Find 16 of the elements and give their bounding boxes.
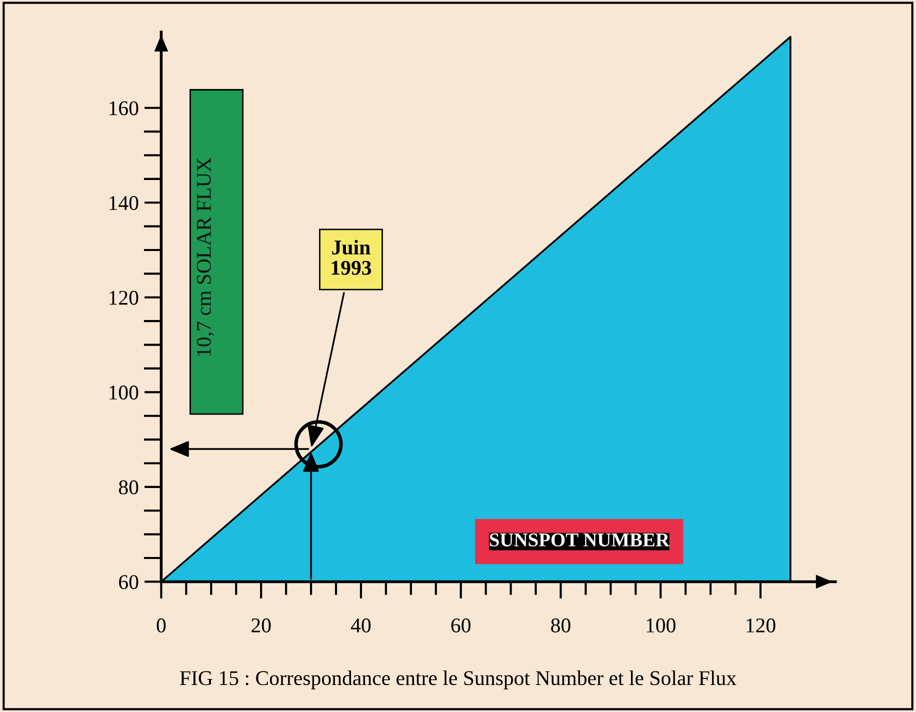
y-tick-label: 100 — [110, 386, 138, 400]
x-tick-label: 40 — [350, 618, 371, 632]
x-tick-label: 60 — [451, 618, 470, 632]
x-tick-label: 120 — [746, 618, 776, 632]
x-tick-label: 20 — [252, 618, 271, 632]
y-tick-label: 60 — [119, 575, 138, 590]
y-tick-label: 80 — [118, 480, 138, 494]
caption: FIG 15 : Correspondance entre le Sunspot Number et le Solar Flux — [180, 670, 736, 690]
y-tick-label: 120 — [110, 290, 138, 305]
y-tick-label: 140 — [110, 196, 138, 210]
y-tick-label: 160 — [110, 101, 138, 116]
annotation: Juin 1993 — [332, 240, 372, 275]
y-axis-title: 10,7 cm SOLAR FLUX — [196, 158, 214, 356]
x-tick-label: 80 — [551, 618, 570, 632]
x-tick-label: 100 — [646, 618, 676, 632]
x-tick-label: 0 — [156, 618, 166, 632]
